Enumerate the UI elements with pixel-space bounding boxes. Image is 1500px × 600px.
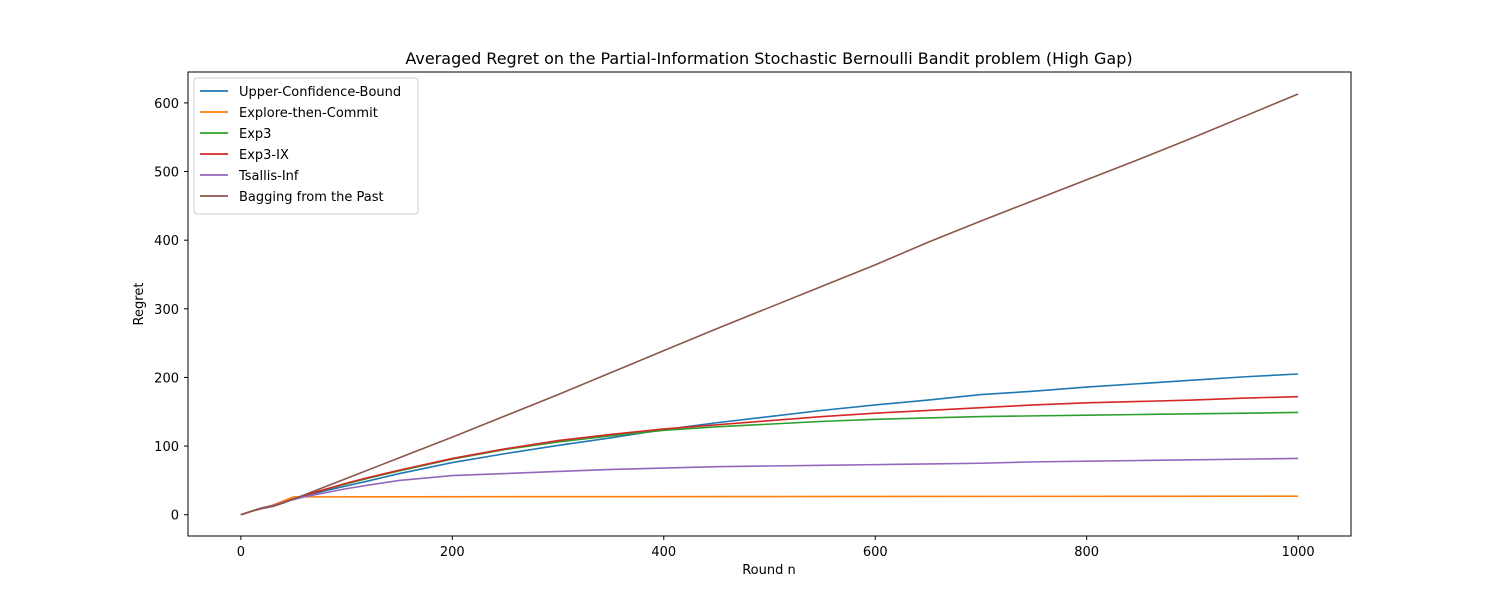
y-tick-label-2: 200 bbox=[154, 371, 179, 386]
y-axis-label: Regret bbox=[132, 283, 147, 326]
y-tick-label-1: 100 bbox=[154, 440, 179, 455]
legend-box bbox=[193, 77, 419, 215]
y-axis: 0 100 200 300 400 500 600 bbox=[154, 97, 188, 524]
x-tick-label-3: 600 bbox=[863, 545, 888, 560]
legend: Upper-Confidence-Bound Explore-then-Commi… bbox=[193, 77, 419, 215]
x-tick-label-5: 1000 bbox=[1282, 545, 1315, 560]
legend-label-1: Explore-then-Commit bbox=[239, 106, 378, 121]
y-tick-label-6: 600 bbox=[154, 97, 179, 112]
legend-label-2: Exp3 bbox=[239, 127, 271, 142]
x-axis-label: Round n bbox=[742, 563, 796, 578]
series-line-5 bbox=[240, 93, 1299, 516]
x-tick-label-4: 800 bbox=[1074, 545, 1099, 560]
plot-frame bbox=[187, 71, 1352, 537]
series-layer bbox=[240, 93, 1299, 516]
y-tick-label-0: 0 bbox=[171, 509, 179, 524]
y-tick-label-4: 400 bbox=[154, 234, 179, 249]
x-tick-label-0: 0 bbox=[237, 545, 245, 560]
legend-label-5: Bagging from the Past bbox=[239, 190, 384, 205]
legend-label-4: Tsallis-Inf bbox=[238, 169, 299, 184]
y-tick-label-3: 300 bbox=[154, 303, 179, 318]
legend-label-3: Exp3-IX bbox=[239, 148, 289, 163]
x-axis: 0 200 400 600 800 1000 bbox=[237, 536, 1315, 560]
y-tick-label-5: 500 bbox=[154, 166, 179, 181]
x-tick-label-1: 200 bbox=[440, 545, 465, 560]
chart-title: Averaged Regret on the Partial-Informati… bbox=[405, 49, 1132, 68]
x-tick-label-2: 400 bbox=[651, 545, 676, 560]
legend-label-0: Upper-Confidence-Bound bbox=[239, 85, 401, 100]
